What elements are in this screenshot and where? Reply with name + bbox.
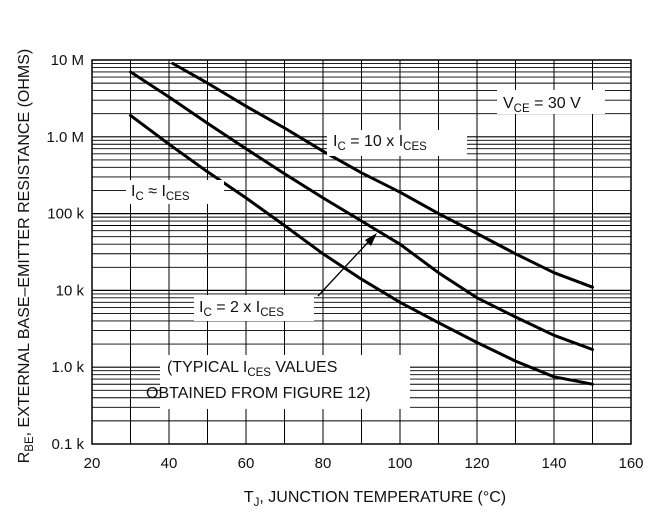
x-tick-labels: 20 40 60 80 100 120 140 160 — [84, 455, 644, 472]
y-axis-label: RBE, EXTERNAL BASE–EMITTER RESISTANCE (O… — [16, 49, 36, 464]
y-tick-label: 0.1 k — [51, 436, 84, 453]
y-tick-labels: 0.1 k 1.0 k 10 k 100 k 1.0 M 10 M — [46, 52, 84, 453]
y-tick-label: 10 M — [51, 52, 84, 69]
x-tick-label: 140 — [541, 455, 566, 472]
x-tick-label: 160 — [618, 455, 643, 472]
x-tick-label: 120 — [464, 455, 489, 472]
plot-frame — [91, 59, 632, 445]
x-tick-label: 20 — [84, 455, 101, 472]
y-tick-label: 10 k — [56, 282, 85, 299]
annotation-curve-2x: IC = 2 x ICES — [199, 299, 284, 319]
annotation-curve-approx: IC ≈ ICES — [131, 183, 190, 203]
pointer-arrow — [317, 233, 377, 297]
annotation-note-line2: OBTAINED FROM FIGURE 12) — [146, 385, 371, 402]
annotation-vce: VCE = 30 V — [503, 95, 581, 115]
label-backgrounds — [126, 90, 605, 409]
y-tick-label: 1.0 k — [51, 359, 84, 376]
annotation-curve-10x: IC = 10 x ICES — [333, 133, 427, 153]
annotation-note-line1: (TYPICAL ICES VALUES — [167, 359, 337, 379]
x-tick-label: 60 — [238, 455, 255, 472]
y-tick-label: 1.0 M — [46, 129, 84, 146]
series-line-3 — [129, 113, 594, 386]
series-line-2 — [129, 70, 594, 351]
x-tick-label: 40 — [161, 455, 178, 472]
x-axis-label: TJ, JUNCTION TEMPERATURE (°C) — [244, 489, 506, 509]
grid — [92, 60, 631, 444]
series-line-1 — [171, 62, 594, 289]
x-tick-label: 100 — [387, 455, 412, 472]
y-tick-label: 100 k — [47, 206, 84, 223]
x-tick-label: 80 — [315, 455, 332, 472]
curves — [129, 62, 594, 386]
